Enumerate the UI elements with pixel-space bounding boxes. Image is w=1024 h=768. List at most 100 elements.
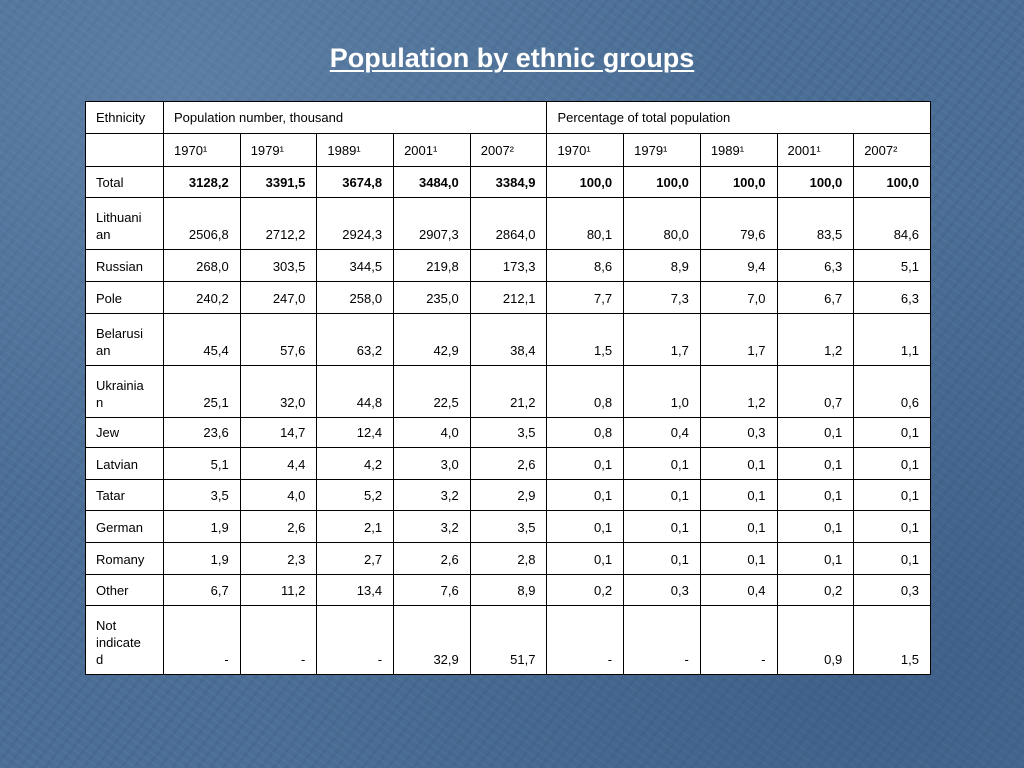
population-value-cell: - — [239, 605, 318, 675]
percentage-value-cell: 0,1 — [699, 447, 778, 480]
percentage-value-cell: 100,0 — [776, 166, 855, 198]
ethnicity-cell: German — [85, 510, 164, 543]
population-value-cell: 2,6 — [239, 510, 318, 543]
table-header: Ethnicity Population number, thousand Pe… — [85, 101, 931, 167]
population-value-cell: 2,6 — [393, 542, 471, 575]
population-value-cell: 3674,8 — [316, 166, 395, 198]
ethnicity-cell: Total — [85, 166, 164, 198]
percentage-year-header: 2007² — [853, 133, 931, 167]
population-value-cell: 11,2 — [239, 574, 318, 606]
percentage-value-cell: 1,5 — [853, 605, 931, 675]
ethnicity-cell: Other — [85, 574, 164, 606]
population-value-cell: 45,4 — [163, 313, 241, 366]
population-value-cell: 4,4 — [239, 447, 318, 480]
ethnicity-cell: Pole — [85, 281, 164, 314]
percentage-value-cell: 6,3 — [776, 249, 855, 282]
percentage-value-cell: 80,1 — [546, 197, 625, 250]
population-value-cell: 344,5 — [316, 249, 395, 282]
population-value-cell: 6,7 — [163, 574, 241, 606]
population-value-cell: - — [316, 605, 395, 675]
percentage-value-cell: 100,0 — [623, 166, 701, 198]
population-value-cell: 4,2 — [316, 447, 395, 480]
percentage-value-cell: 1,7 — [699, 313, 778, 366]
percentage-value-cell: 0,6 — [853, 365, 931, 418]
percentage-value-cell: 0,4 — [623, 417, 701, 448]
ethnicity-cell: Not indicated — [85, 605, 164, 675]
population-value-cell: 14,7 — [239, 417, 318, 448]
population-value-cell: 240,2 — [163, 281, 241, 314]
population-value-cell: 173,3 — [469, 249, 548, 282]
population-value-cell: 2924,3 — [316, 197, 395, 250]
percentage-value-cell: 0,1 — [776, 479, 855, 511]
population-value-cell: 42,9 — [393, 313, 471, 366]
percentage-value-cell: 7,7 — [546, 281, 625, 314]
population-value-cell: 51,7 — [469, 605, 548, 675]
table-row: German 1,9 2,6 2,1 3,2 3,5 0,1 0,1 0,1 0,1 0,1 — [85, 510, 931, 543]
table-row: Total 3128,2 3391,5 3674,8 3484,0 3384,9 100,0… — [85, 166, 931, 198]
population-value-cell: 235,0 — [393, 281, 471, 314]
population-value-cell: 3,2 — [393, 479, 471, 511]
percentage-value-cell: 1,5 — [546, 313, 625, 366]
population-value-cell: 23,6 — [163, 417, 241, 448]
percentage-value-cell: 0,8 — [546, 417, 625, 448]
percentage-value-cell: 80,0 — [623, 197, 701, 250]
population-value-cell: 5,2 — [316, 479, 395, 511]
population-year-header: 1989¹ — [316, 133, 395, 167]
population-value-cell: 8,9 — [469, 574, 548, 606]
population-value-cell: 2,7 — [316, 542, 395, 575]
percentage-value-cell: 0,1 — [776, 542, 855, 575]
percentage-value-cell: 0,1 — [853, 447, 931, 480]
population-value-cell: 44,8 — [316, 365, 395, 418]
population-year-header: 2001¹ — [393, 133, 471, 167]
header-row-groups: Ethnicity Population number, thousand Pe… — [85, 101, 931, 134]
percentage-value-cell: 0,1 — [623, 447, 701, 480]
population-value-cell: 13,4 — [316, 574, 395, 606]
population-year-header: 2007² — [469, 133, 548, 167]
population-group-header: Population number, thousand — [162, 101, 548, 134]
percentage-value-cell: 0,1 — [853, 542, 931, 575]
population-value-cell: 2712,2 — [239, 197, 318, 250]
population-value-cell: 212,1 — [469, 281, 548, 314]
population-value-cell: 3484,0 — [393, 166, 471, 198]
percentage-value-cell: 0,1 — [699, 479, 778, 511]
percentage-value-cell: 0,1 — [623, 479, 701, 511]
header-row-years: 1970¹ 1979¹ 1989¹ 2001¹ 2007² 1970¹ 1979… — [85, 133, 931, 167]
population-value-cell: 3,0 — [393, 447, 471, 480]
ethnicity-cell: Lithuanian — [85, 197, 164, 250]
population-value-cell: 3391,5 — [239, 166, 318, 198]
population-value-cell: 2,9 — [469, 479, 548, 511]
percentage-year-header: 1979¹ — [623, 133, 701, 167]
slide-title: Population by ethnic groups — [329, 43, 695, 73]
percentage-value-cell: 0,1 — [699, 542, 778, 575]
percentage-value-cell: 1,7 — [623, 313, 701, 366]
population-value-cell: 247,0 — [239, 281, 318, 314]
percentage-value-cell: 0,3 — [853, 574, 931, 606]
population-value-cell: 3,5 — [163, 479, 241, 511]
population-year-header: 1979¹ — [239, 133, 318, 167]
percentage-value-cell: 0,1 — [853, 417, 931, 448]
percentage-value-cell: 0,3 — [623, 574, 701, 606]
population-value-cell: 268,0 — [163, 249, 241, 282]
percentage-value-cell: 100,0 — [546, 166, 625, 198]
table-row: Russian 268,0 303,5 344,5 219,8 173,3 8,6 8,9 9,… — [85, 249, 931, 282]
population-value-cell: 25,1 — [163, 365, 241, 418]
population-table: Ethnicity Population number, thousand Pe… — [85, 101, 931, 675]
percentage-year-header: 2001¹ — [776, 133, 855, 167]
percentage-year-header: 1970¹ — [546, 133, 625, 167]
population-value-cell: 1,9 — [163, 542, 241, 575]
percentage-value-cell: 5,1 — [853, 249, 931, 282]
percentage-value-cell: 0,1 — [623, 510, 701, 543]
percentage-value-cell: 0,1 — [699, 510, 778, 543]
percentage-value-cell: 79,6 — [699, 197, 778, 250]
table-row: Not indicated - - -32,9 51,7- - -0,9 1,5 — [85, 605, 931, 675]
population-value-cell: 3,5 — [469, 510, 548, 543]
population-value-cell: 22,5 — [393, 365, 471, 418]
empty-header-cell — [85, 133, 164, 167]
ethnicity-cell: Tatar — [85, 479, 164, 511]
population-value-cell: 303,5 — [239, 249, 318, 282]
population-value-cell: 57,6 — [239, 313, 318, 366]
population-value-cell: 3,5 — [469, 417, 548, 448]
percentage-value-cell: 0,1 — [623, 542, 701, 575]
percentage-value-cell: - — [546, 605, 625, 675]
table-row: Jew 23,6 14,7 12,4 4,0 3,5 0,8 0,4 0,3 0,1 0,1 — [85, 417, 931, 448]
